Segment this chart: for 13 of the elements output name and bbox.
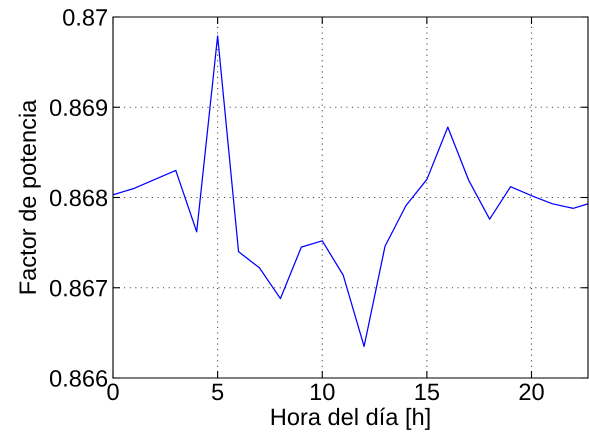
line-series	[113, 35, 588, 348]
y-axis-title: Factor de potencia	[18, 100, 41, 294]
x-tick-label: 10	[310, 383, 334, 400]
x-tick-label: 5	[212, 384, 224, 400]
y-tick-label: 0.866	[50, 370, 108, 387]
x-axis-title: Hora del día [h]	[272, 408, 430, 430]
y-tick-label: 0.87	[63, 9, 107, 26]
y-tick-label: 0.867	[50, 280, 107, 297]
x-tick-label: 20	[520, 383, 544, 400]
x-tick-label: 0	[107, 383, 119, 400]
x-tick-label: 15	[416, 384, 440, 400]
y-tick-label: 0.869	[50, 99, 108, 116]
y-tick-label: 0.868	[50, 190, 108, 206]
